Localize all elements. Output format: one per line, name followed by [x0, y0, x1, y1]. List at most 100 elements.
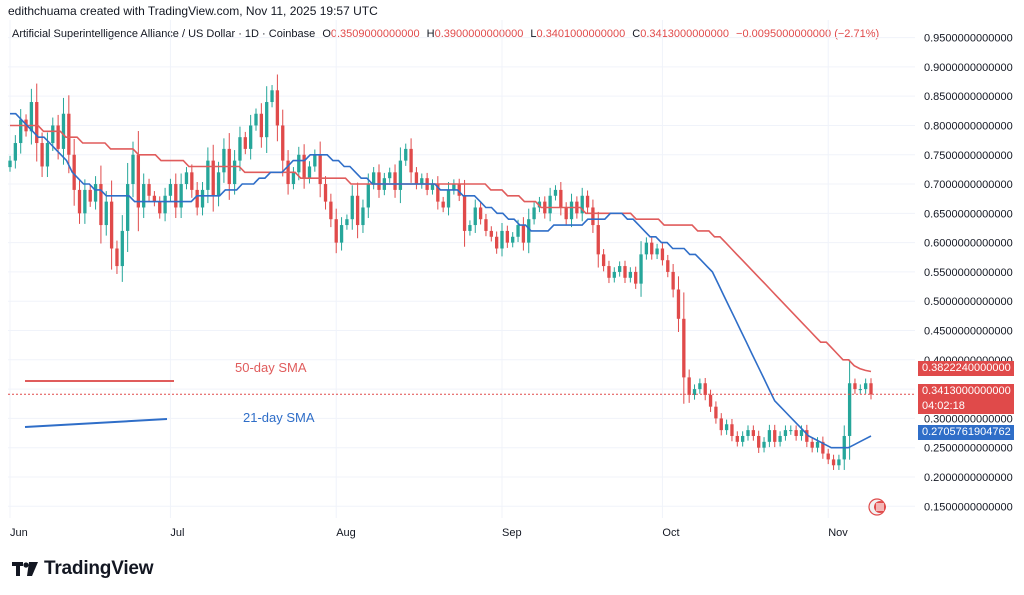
- candle-body: [505, 230, 510, 243]
- candle-body: [698, 383, 702, 390]
- candle: [232, 150, 237, 195]
- tradingview-logo[interactable]: TradingView: [12, 558, 154, 580]
- candle-body: [307, 166, 312, 179]
- candle: [810, 437, 814, 453]
- candle-body: [195, 189, 199, 208]
- candle-body: [516, 225, 520, 237]
- candle: [377, 164, 381, 198]
- candle-body: [430, 184, 435, 190]
- candle: [671, 264, 675, 298]
- price-axis: 0.1500000000000 0.2000000000000 0.25000000…: [924, 33, 1013, 514]
- candle: [302, 144, 306, 189]
- candle-body: [660, 248, 665, 261]
- candle: [125, 162, 130, 253]
- event-flag-icon[interactable]: [868, 498, 886, 516]
- candle-body: [559, 189, 563, 208]
- x-tick-label: Sep: [502, 527, 522, 539]
- sma21-price-tag: 0.2705761904762: [918, 425, 1014, 440]
- candle-body: [72, 154, 76, 190]
- candle: [655, 243, 659, 260]
- candle: [708, 389, 713, 412]
- candle: [473, 199, 477, 233]
- candle-body: [152, 195, 157, 202]
- candle: [120, 215, 124, 282]
- candle-body: [826, 453, 830, 460]
- candle-body: [184, 172, 189, 185]
- candle-body: [222, 148, 226, 173]
- candle-body: [682, 318, 686, 378]
- candle: [13, 135, 18, 169]
- y-tick-label: 0.6500000000000: [924, 208, 1013, 220]
- candle: [29, 88, 34, 145]
- candle: [72, 138, 76, 206]
- candle-body: [200, 189, 205, 208]
- candle: [847, 359, 852, 460]
- candle: [628, 267, 633, 283]
- candle-body: [179, 184, 183, 208]
- candle: [532, 202, 536, 225]
- candle-body: [99, 184, 103, 226]
- candle: [452, 179, 456, 195]
- candle: [350, 185, 354, 230]
- candle: [446, 181, 451, 216]
- candle: [259, 103, 264, 148]
- candle-body: [746, 430, 750, 436]
- candle-body: [77, 189, 82, 214]
- candle-body: [634, 271, 638, 284]
- candle-body: [671, 271, 675, 290]
- candle: [511, 232, 515, 248]
- candle-body: [291, 172, 296, 185]
- candle-body: [51, 125, 55, 144]
- candle-body: [270, 90, 274, 103]
- candle-body: [532, 207, 536, 220]
- candle: [88, 184, 92, 207]
- candle: [99, 165, 103, 244]
- time-axis: Jun Jul Aug Sep Oct Nov: [10, 527, 848, 539]
- candle: [355, 182, 360, 239]
- candle: [248, 114, 253, 160]
- candle: [414, 167, 419, 190]
- countdown-timer: 04:02:18: [922, 400, 965, 412]
- candle-body: [757, 435, 761, 448]
- candle: [778, 431, 782, 447]
- candle-body: [473, 207, 477, 226]
- candle-body: [131, 154, 135, 185]
- candle: [773, 424, 777, 448]
- candle: [67, 95, 71, 174]
- candle-body: [436, 184, 440, 202]
- y-tick-label: 0.9500000000000: [924, 33, 1013, 45]
- close-price-tag-value: 0.3413000000000: [922, 385, 1011, 397]
- candle-body: [414, 172, 419, 185]
- candle-body: [821, 441, 825, 454]
- candle-body: [158, 201, 162, 214]
- candle: [858, 384, 862, 394]
- candle-body: [211, 160, 215, 196]
- candle: [505, 225, 510, 248]
- candle-body: [61, 113, 66, 149]
- candle-body: [655, 248, 659, 255]
- candle: [254, 108, 258, 131]
- candle: [291, 167, 296, 190]
- high-value: 0.3900000000000: [434, 28, 524, 40]
- candle-body: [799, 430, 804, 436]
- candle: [468, 220, 472, 236]
- candle-body: [67, 113, 71, 155]
- candle-body: [537, 201, 542, 208]
- candle: [607, 260, 611, 284]
- candle-body: [8, 160, 12, 168]
- close-label: C: [632, 28, 641, 40]
- candle: [329, 193, 333, 228]
- candle: [869, 378, 873, 400]
- y-tick-label: 0.1500000000000: [924, 501, 1013, 513]
- x-tick-label: Oct: [662, 527, 679, 539]
- candle-body: [265, 102, 269, 138]
- candle-body: [452, 184, 456, 190]
- candle-body: [805, 430, 809, 442]
- candle: [537, 196, 542, 213]
- candle: [222, 138, 226, 183]
- candle-body: [478, 207, 483, 220]
- candle-body: [511, 236, 515, 243]
- candle: [195, 181, 199, 216]
- sma50-line: [10, 124, 872, 373]
